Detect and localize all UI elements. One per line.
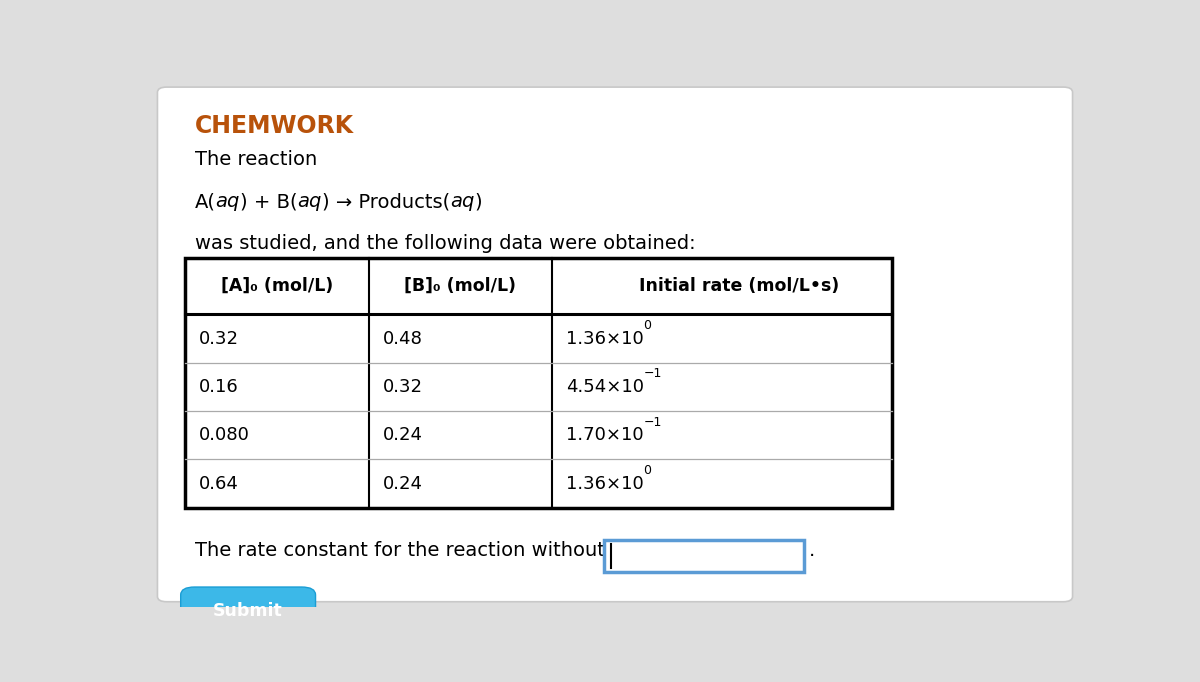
Text: Submit: Submit	[214, 602, 283, 620]
Text: .: .	[809, 542, 816, 561]
Text: CHEMWORK: CHEMWORK	[194, 115, 354, 138]
Text: 1.36×10: 1.36×10	[565, 475, 643, 492]
Text: −1: −1	[643, 415, 661, 428]
Text: [A]₀ (mol/L): [A]₀ (mol/L)	[221, 277, 334, 295]
Text: [B]₀ (mol/L): [B]₀ (mol/L)	[404, 277, 516, 295]
Text: 0.64: 0.64	[199, 475, 239, 492]
Text: 0.24: 0.24	[383, 426, 422, 444]
Text: 4.54×10: 4.54×10	[565, 378, 643, 396]
Text: 1.36×10: 1.36×10	[565, 329, 643, 348]
Text: 0.32: 0.32	[383, 378, 422, 396]
FancyBboxPatch shape	[604, 540, 804, 572]
Text: ) → Products(: ) → Products(	[322, 192, 450, 211]
Text: The rate constant for the reaction without units is: The rate constant for the reaction witho…	[194, 542, 680, 561]
Text: aq: aq	[216, 192, 240, 211]
Text: 0: 0	[643, 464, 652, 477]
Text: 1.70×10: 1.70×10	[565, 426, 643, 444]
Text: 0.16: 0.16	[199, 378, 239, 396]
Text: was studied, and the following data were obtained:: was studied, and the following data were…	[194, 234, 695, 253]
Text: 0.48: 0.48	[383, 329, 422, 348]
Text: Initial rate (mol/L•s): Initial rate (mol/L•s)	[640, 277, 840, 295]
Text: aq: aq	[298, 192, 322, 211]
Text: 0.080: 0.080	[199, 426, 250, 444]
Text: ) + B(: ) + B(	[240, 192, 298, 211]
FancyBboxPatch shape	[157, 87, 1073, 602]
Text: 0.32: 0.32	[199, 329, 239, 348]
Text: −1: −1	[643, 368, 662, 381]
Text: 0.24: 0.24	[383, 475, 422, 492]
Text: The reaction: The reaction	[194, 150, 317, 169]
Text: ): )	[474, 192, 482, 211]
FancyBboxPatch shape	[181, 587, 316, 636]
Text: A(: A(	[194, 192, 216, 211]
Bar	[185, 258, 892, 507]
Text: aq: aq	[450, 192, 474, 211]
Text: 0: 0	[643, 319, 652, 332]
